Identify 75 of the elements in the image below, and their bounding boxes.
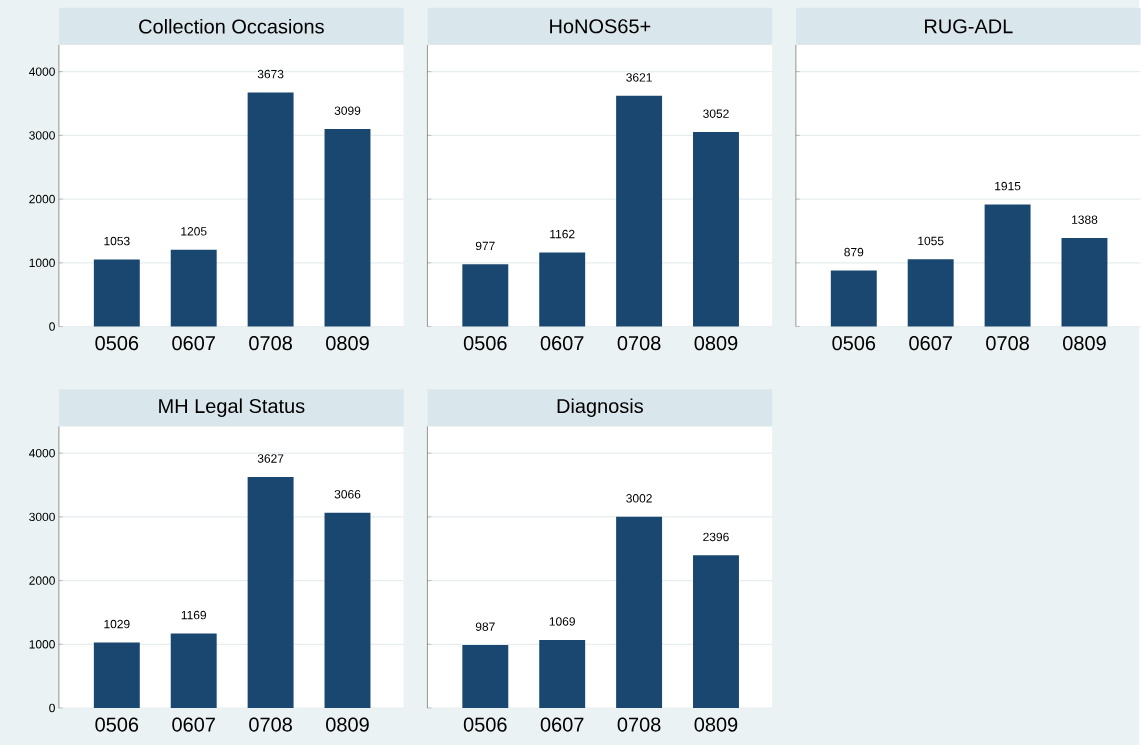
x-tick-label: 0708 [986,336,1029,351]
data-label: 1169 [181,610,207,620]
bar [462,645,509,709]
y-tick-label: 2000 [29,194,55,204]
y-tick-label: 4000 [29,448,55,458]
x-tick-label: 0506 [95,336,139,351]
bar [1061,238,1108,327]
x-tick-label: 0809 [694,717,738,732]
data-label: 1055 [918,236,944,246]
chart-title: Diagnosis [557,398,643,418]
x-tick-label: 0607 [540,717,584,732]
bar [93,259,140,327]
chart-title: Collection Occasions [139,18,324,34]
x-tick-label: 0607 [909,336,952,351]
data-label: 987 [475,622,495,631]
bar [324,129,371,327]
x-tick-label: 0506 [463,717,507,732]
data-label: 1205 [181,227,207,236]
x-tick-label: 0708 [617,336,661,351]
data-label: 3066 [334,490,361,499]
bar [616,516,663,709]
x-tick-label: 0506 [463,336,507,351]
data-label: 2396 [703,532,729,542]
bar [907,259,954,327]
bar [247,476,294,709]
bar [830,270,877,327]
bar [93,642,140,709]
bar [324,512,371,709]
x-tick-label: 0809 [326,717,369,732]
data-label: 1069 [549,617,575,626]
data-label: 879 [844,247,864,257]
data-label: 3621 [626,73,652,82]
x-tick-label: 0607 [172,717,215,732]
data-label: 3052 [703,109,729,118]
x-tick-label: 0809 [694,336,738,351]
x-tick-label: 0506 [832,336,876,351]
bar [984,204,1031,327]
data-label: 3099 [334,106,361,115]
data-label: 1053 [104,236,130,246]
bar [693,555,739,709]
data-label: 3002 [626,494,652,503]
x-tick-label: 0506 [95,717,139,732]
y-tick-label: 3000 [29,512,55,522]
y-tick-label: 2000 [29,576,55,585]
data-label: 3673 [257,69,284,79]
data-label: 1388 [1072,215,1098,224]
bar [616,95,663,327]
y-tick-label: 1000 [29,258,55,268]
bar [170,249,217,327]
chart-title: HoNOS65+ [550,19,651,34]
bar [539,639,586,709]
y-tick-label: 0 [49,703,55,713]
x-tick-label: 0607 [172,336,215,351]
bar [462,264,509,327]
bar [539,252,586,327]
x-tick-label: 0708 [617,717,661,732]
x-tick-label: 0708 [249,336,292,351]
bar [170,633,217,709]
chart-title: RUG-ADL [925,19,1013,34]
data-label: 977 [475,241,495,251]
x-tick-label: 0809 [326,336,369,351]
y-tick-label: 4000 [29,67,55,76]
data-label: 1029 [104,619,130,629]
y-tick-label: 0 [49,322,55,331]
data-label: 1915 [995,181,1021,191]
x-tick-label: 0809 [1063,336,1106,351]
x-tick-label: 0708 [249,717,292,732]
x-tick-label: 0607 [540,336,584,351]
data-label: 3627 [257,454,284,463]
bar [693,132,739,327]
y-tick-label: 3000 [29,131,55,140]
chart-title: MH Legal Status [159,398,305,418]
bar [247,92,294,327]
y-tick-label: 1000 [29,640,55,649]
data-label: 1162 [550,229,575,239]
